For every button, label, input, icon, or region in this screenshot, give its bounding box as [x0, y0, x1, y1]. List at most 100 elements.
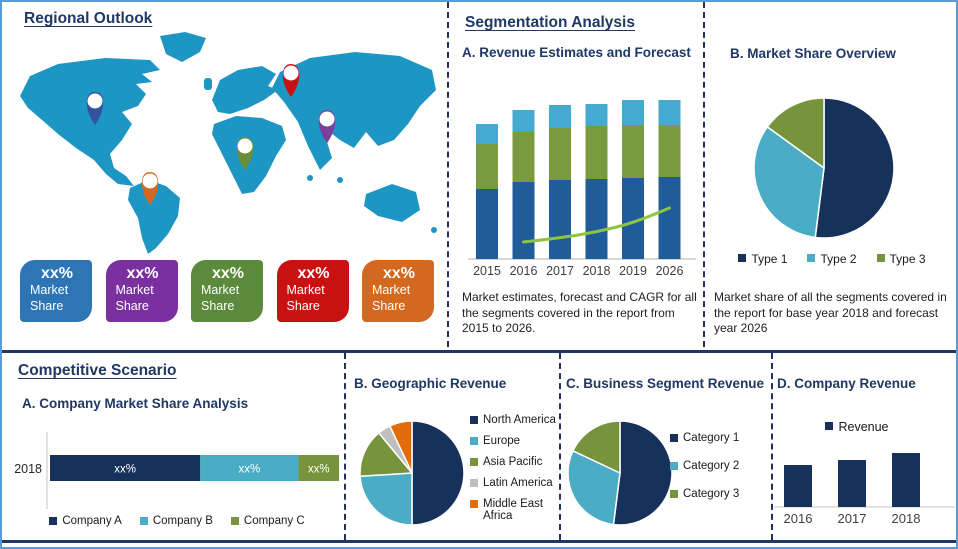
pie-slice-asia-pacific — [359, 432, 413, 478]
company-revenue-legend: Revenue — [777, 420, 937, 434]
revenue-bar-2017 — [838, 460, 866, 507]
island-new-zealand — [431, 227, 437, 233]
badge-percent: xx% — [297, 265, 330, 282]
pin-dot — [319, 111, 335, 127]
legend-label: Europe — [483, 435, 521, 447]
legend-label: Type 1 — [751, 252, 788, 266]
x-axis-tick-label: 2019 — [619, 264, 647, 278]
x-axis-tick-label: 2017 — [838, 511, 867, 526]
badge-label: Market Share — [115, 283, 154, 313]
hbar-segment-company-c — [298, 455, 339, 481]
legend-swatch-icon — [470, 437, 478, 445]
geographic-revenue-pie-chart — [359, 420, 465, 526]
island-icon — [337, 177, 343, 183]
map-pin-europe-russia-icon — [282, 64, 300, 97]
pie-slice-type-1 — [814, 97, 895, 239]
badge-percent: xx% — [40, 265, 74, 282]
legend-label: Revenue — [838, 420, 889, 434]
legend-item: Asia Pacific — [470, 456, 558, 468]
company-market-share-chart: 2018 xx% xx% xx% — [14, 432, 339, 509]
legend-swatch-icon — [807, 254, 816, 262]
stacked-bar-segment-top — [658, 100, 681, 125]
legend-swatch-icon — [825, 422, 834, 430]
pie-slice-europe — [359, 472, 413, 526]
continent-australia — [364, 184, 420, 222]
pie-slice-north-america — [411, 420, 465, 526]
x-axis-tick-label: 2015 — [473, 264, 501, 278]
legend-swatch-icon — [738, 254, 747, 262]
legend-label: Type 2 — [820, 252, 857, 266]
market-share-badge-north-america: xx% Market Share — [20, 260, 92, 322]
x-axis-tick-label: 2018 — [583, 264, 611, 278]
stacked-bar-segment-bottom — [512, 182, 535, 259]
legend-label: Type 3 — [889, 252, 926, 266]
legend-item: Revenue — [825, 420, 889, 434]
revenue-forecast-caption: Market estimates, forecast and CAGR for … — [462, 290, 697, 336]
business-segment-revenue-title: C. Business Segment Revenue — [566, 376, 765, 391]
legend-item: Category 2 — [670, 460, 760, 472]
continent-asia — [272, 52, 436, 170]
pin-dot — [283, 65, 299, 81]
vertical-dashed-separator — [559, 353, 561, 540]
legend-swatch-icon — [230, 517, 239, 525]
revenue-bar-2018 — [892, 453, 920, 507]
legend-swatch-icon — [139, 517, 148, 525]
stacked-bar-segment-middle — [658, 125, 681, 177]
legend-item: Middle East Africa — [470, 498, 558, 522]
stacked-bar-segment-bottom — [549, 180, 571, 259]
legend-item: Latin America — [470, 477, 558, 489]
business-segment-pie-chart — [567, 420, 673, 526]
market-share-caption: Market share of all the segments covered… — [714, 290, 947, 336]
continent-greenland — [160, 32, 206, 62]
market-share-badge-middle-east-africa: xx% Market Share — [362, 260, 434, 322]
legend-label: Category 3 — [683, 488, 740, 500]
pin-dot — [87, 93, 103, 109]
legend-label: Asia Pacific — [483, 456, 543, 468]
horizontal-divider-mid — [2, 350, 956, 353]
x-axis-tick-label: 2016 — [784, 511, 813, 526]
legend-swatch-icon — [470, 458, 478, 466]
company-revenue-chart: 2016 2017 2018 — [774, 453, 955, 526]
legend-item: Company A — [49, 515, 122, 527]
geographic-revenue-title: B. Geographic Revenue — [354, 376, 507, 391]
stacked-bar-segment-middle — [512, 132, 535, 182]
stacked-bar-segment-middle — [476, 144, 498, 189]
legend-item: Type 1 — [738, 252, 787, 266]
stacked-bar-segment-top — [549, 105, 571, 128]
x-axis-tick-label: 2017 — [546, 264, 574, 278]
pie-slice-category-1 — [612, 420, 673, 526]
market-share-badge-asia-pacific: xx% Market Share — [191, 260, 263, 322]
legend-item: Company B — [139, 515, 213, 527]
geographic-revenue-legend: North America Europe Asia Pacific Latin Ame… — [470, 414, 558, 522]
legend-item: Category 1 — [670, 432, 760, 444]
legend-swatch-icon — [670, 490, 678, 498]
business-segment-legend: Category 1 Category 2 Category 3 — [670, 432, 760, 500]
legend-label: North America — [483, 414, 556, 426]
world-map-continents — [20, 32, 437, 254]
competitive-scenario-title: Competitive Scenario — [18, 362, 177, 379]
stacked-bar-segment-top — [476, 124, 498, 144]
continent-europe — [212, 66, 278, 114]
map-pin-south-america-icon — [141, 172, 159, 205]
legend-label: Middle East Africa — [483, 498, 544, 522]
vertical-dashed-separator — [447, 2, 449, 347]
legend-swatch-icon — [470, 479, 478, 487]
legend-item: Company C — [230, 515, 305, 527]
pie-slice-middle-east-africa — [389, 420, 413, 474]
revenue-bar-2016 — [784, 465, 812, 507]
vertical-dashed-separator — [344, 353, 346, 540]
map-pin-africa-icon — [236, 137, 254, 170]
legend-label: Company A — [62, 515, 122, 527]
legend-item: Type 3 — [876, 252, 926, 266]
legend-label: Latin America — [483, 477, 553, 489]
x-axis-tick-label: 2016 — [510, 264, 538, 278]
badge-label: Market Share — [201, 283, 240, 313]
legend-label: Company C — [243, 515, 305, 527]
legend-item: North America — [470, 414, 558, 426]
stacked-bar-segment-bottom — [622, 178, 644, 259]
hbar-data-label: xx% — [308, 464, 330, 476]
pie-slice-category-2 — [567, 450, 621, 526]
market-share-badge-europe: xx% Market Share — [105, 260, 178, 322]
vertical-dashed-separator — [771, 353, 773, 540]
